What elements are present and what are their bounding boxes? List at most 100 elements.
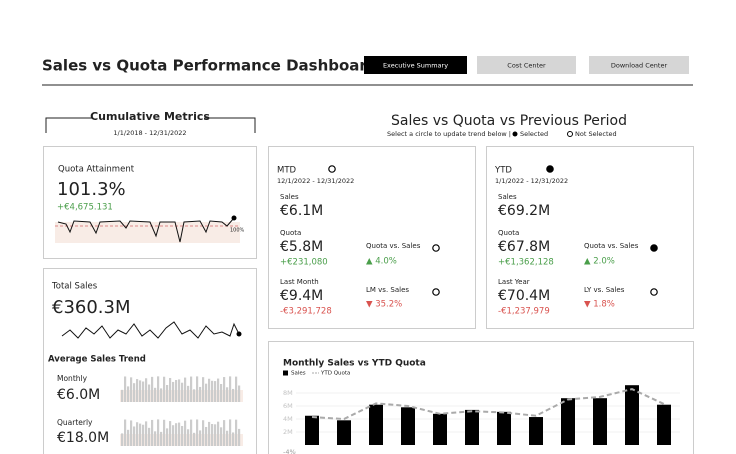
label: +€231,080 [280, 258, 328, 268]
kpi-value: €67.8M [498, 239, 550, 255]
nav-button-label[interactable]: Cost Center [507, 62, 546, 70]
mini-bar [193, 389, 196, 402]
mini-bar [136, 422, 139, 446]
label: +€4,675.131 [57, 203, 113, 213]
sparkline-dot [236, 331, 242, 337]
mini-bar [235, 419, 238, 446]
mini-bar [226, 430, 229, 446]
mini-bar [178, 379, 181, 402]
mini-bar [196, 419, 199, 446]
selector[interactable] [432, 244, 440, 252]
y-tick-label: 6M [283, 402, 293, 410]
nav-button-label[interactable]: Download Center [611, 62, 668, 70]
mini-bar [124, 419, 127, 446]
bar [529, 417, 543, 445]
kpi-value: €6.1M [280, 203, 323, 219]
mini-bar [226, 387, 229, 402]
sparkline-dot [231, 215, 237, 221]
selector[interactable] [546, 165, 554, 173]
label: 1/1/2022 - 12/31/2022 [495, 177, 568, 185]
label: ▲ 2.0% [584, 257, 615, 267]
mini-bar [208, 378, 211, 402]
y-tick-label: 2M [283, 428, 293, 436]
mini-bar [142, 424, 145, 446]
quota-line [311, 388, 665, 421]
mini-bar [232, 388, 235, 402]
kpi-value: €5.8M [280, 239, 323, 255]
section-title: Average Sales Trend [48, 355, 146, 365]
mini-bar [199, 430, 202, 446]
mini-bar [163, 419, 166, 446]
label: Last Year [498, 278, 530, 286]
bracket [45, 117, 256, 133]
label: Selected [520, 130, 548, 138]
mini-bar [205, 426, 208, 446]
mini-bar [133, 383, 136, 402]
bar [497, 411, 511, 445]
section-title: Sales vs Quota vs Previous Period [391, 113, 627, 129]
label: 12/1/2022 - 12/31/2022 [277, 177, 354, 185]
label: +€1,362,128 [498, 258, 554, 268]
mini-bar [166, 385, 169, 402]
label: Not Selected [575, 130, 617, 138]
bar [433, 413, 447, 445]
sparkline-band [55, 222, 240, 243]
label: Quarterly [57, 418, 93, 427]
selector[interactable] [432, 288, 440, 296]
mini-bar [229, 419, 232, 446]
nav-button[interactable] [364, 56, 467, 74]
mini-bar [199, 386, 202, 402]
label: YTD [494, 166, 512, 176]
kpi-value: €18.0M [57, 430, 109, 446]
label: Quota Attainment [58, 165, 135, 175]
kpi-value: €69.2M [498, 203, 550, 219]
title: Sales vs Quota Performance Dashboard [42, 57, 378, 75]
mini-bar [145, 378, 148, 402]
mini-bar [181, 425, 184, 446]
kpi-value: 101.3% [57, 179, 126, 200]
mini-bar [157, 419, 160, 446]
chart-title: Monthly Sales vs YTD Quota [283, 359, 426, 369]
label: Last Month [280, 278, 319, 286]
mini-bar [190, 419, 193, 446]
selector[interactable] [650, 288, 658, 296]
mini-bar [187, 429, 190, 446]
label: ▼ 35.2% [366, 300, 402, 310]
card [268, 146, 476, 329]
mini-bar [205, 383, 208, 402]
nav-button[interactable] [589, 56, 689, 74]
label: Total Sales [51, 282, 98, 292]
selector[interactable] [650, 244, 658, 252]
mini-bar [130, 420, 133, 446]
mini-bar [139, 380, 142, 402]
nav-button[interactable] [477, 56, 576, 74]
section-title: Cumulative Metrics [90, 110, 210, 123]
mini-bar [151, 419, 154, 446]
mini-bar [154, 431, 157, 446]
card [43, 146, 257, 259]
mini-bar [124, 376, 127, 402]
label: -€3,291,728 [280, 307, 332, 317]
mini-bar [172, 381, 175, 402]
card [486, 146, 694, 329]
mini-bar [121, 433, 124, 446]
label: MTD [277, 166, 297, 176]
mini-bar [220, 383, 223, 402]
mini-bar [169, 377, 172, 402]
selector[interactable] [328, 165, 336, 173]
bar [337, 420, 351, 445]
mini-bar [235, 376, 238, 402]
y2-tick-label: -4% [283, 448, 296, 454]
mini-bar [148, 384, 151, 402]
bar [657, 404, 671, 445]
bar [305, 415, 319, 445]
nav-button-label[interactable]: Executive Summary [383, 62, 448, 70]
mini-bar [130, 377, 133, 402]
label: 100% [230, 228, 245, 234]
mini-bar [181, 382, 184, 402]
bar [465, 409, 479, 445]
mini-bar [202, 377, 205, 402]
mini-bar [175, 380, 178, 402]
mini-bar [163, 376, 166, 402]
